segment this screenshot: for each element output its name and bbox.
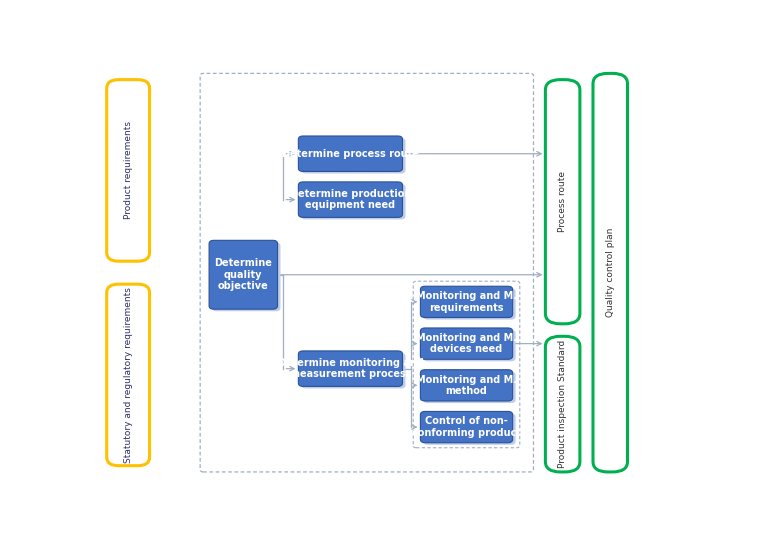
FancyBboxPatch shape [107,284,150,466]
FancyBboxPatch shape [301,353,406,389]
FancyBboxPatch shape [420,370,513,401]
Text: Control of non-
conforming product: Control of non- conforming product [412,416,521,438]
Text: Determine monitoring and
measurement process: Determine monitoring and measurement pro… [277,358,423,379]
Text: Determine process route: Determine process route [282,149,419,159]
FancyBboxPatch shape [107,80,150,261]
Text: Product inspection Standard: Product inspection Standard [558,340,567,468]
FancyBboxPatch shape [301,138,406,173]
FancyBboxPatch shape [593,73,627,472]
Text: Process route: Process route [558,171,567,232]
FancyBboxPatch shape [423,414,515,445]
FancyBboxPatch shape [545,336,580,472]
FancyBboxPatch shape [423,372,515,403]
FancyBboxPatch shape [420,328,513,359]
Text: Monitoring and M.
method: Monitoring and M. method [416,375,517,396]
FancyBboxPatch shape [423,288,515,320]
FancyBboxPatch shape [545,80,580,324]
Text: Monitoring and M.
requirements: Monitoring and M. requirements [416,291,517,313]
Text: Product requirements: Product requirements [124,121,133,220]
Text: Quality control plan: Quality control plan [606,228,614,318]
Text: Determine
quality
objective: Determine quality objective [214,258,272,292]
FancyBboxPatch shape [209,240,277,309]
FancyBboxPatch shape [299,182,402,217]
FancyBboxPatch shape [420,411,513,443]
FancyBboxPatch shape [420,286,513,318]
Text: Determine production
equipment need: Determine production equipment need [290,189,411,210]
FancyBboxPatch shape [299,136,402,171]
FancyBboxPatch shape [212,242,280,311]
FancyBboxPatch shape [96,65,691,482]
FancyBboxPatch shape [299,351,402,386]
Text: Statutory and regulatory requirements: Statutory and regulatory requirements [124,287,133,463]
Text: Monitoring and M.
devices need: Monitoring and M. devices need [416,333,517,354]
FancyBboxPatch shape [301,184,406,220]
FancyBboxPatch shape [423,330,515,362]
